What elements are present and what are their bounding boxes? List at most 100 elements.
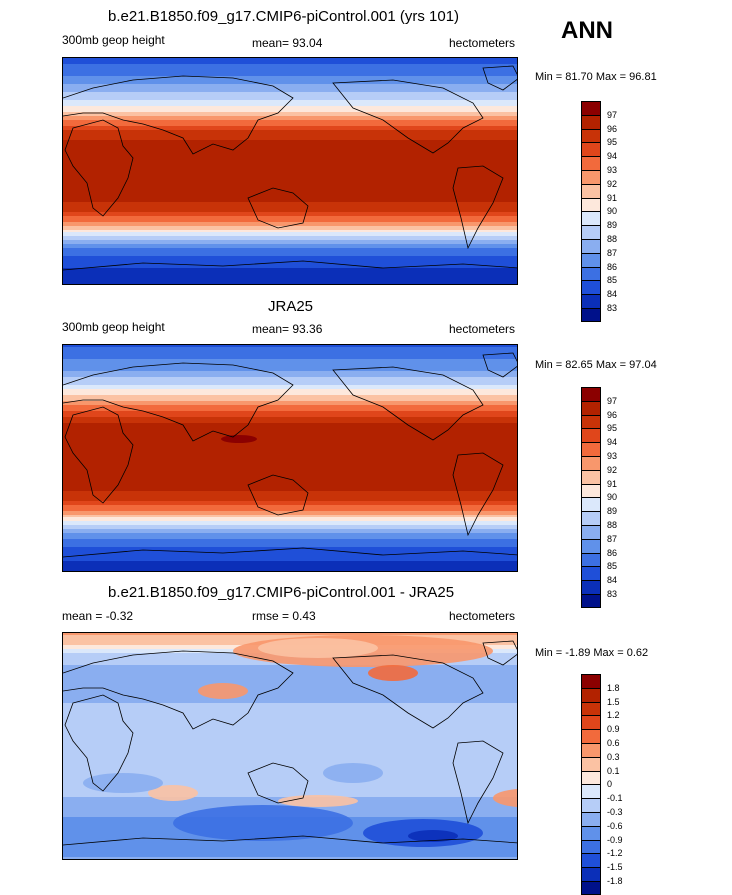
zonal-band xyxy=(63,116,517,119)
zonal-band xyxy=(63,535,517,538)
zonal-band xyxy=(63,761,517,764)
colorbar-swatch xyxy=(581,798,601,812)
colorbar-label: 95 xyxy=(607,137,618,148)
colorbar-label: 90 xyxy=(607,492,618,503)
zonal-band xyxy=(63,793,517,796)
zonal-band xyxy=(63,783,517,786)
colorbar-swatch xyxy=(581,483,601,498)
colorbar-label: 95 xyxy=(607,423,618,434)
zonal-band xyxy=(63,160,517,163)
zonal-band xyxy=(63,475,517,478)
colorbar-label: 0.9 xyxy=(607,724,620,735)
zonal-band xyxy=(63,363,517,366)
zonal-band xyxy=(63,92,517,95)
zonal-band xyxy=(63,383,517,386)
zonal-band xyxy=(63,164,517,167)
zonal-band xyxy=(63,857,517,859)
zonal-band xyxy=(63,417,517,420)
coastline xyxy=(452,740,504,825)
zonal-band xyxy=(63,717,517,720)
colorbar-swatch xyxy=(581,469,601,484)
colorbar-label: 1.5 xyxy=(607,696,620,707)
zonal-band xyxy=(63,541,517,544)
zonal-band xyxy=(63,495,517,498)
zonal-band xyxy=(63,74,517,77)
zonal-band xyxy=(63,202,517,205)
zonal-band xyxy=(63,665,517,668)
zonal-band xyxy=(63,781,517,784)
zonal-band xyxy=(63,180,517,183)
zonal-band xyxy=(63,126,517,129)
zonal-band xyxy=(63,98,517,101)
zonal-band xyxy=(63,212,517,215)
zonal-band xyxy=(63,86,517,89)
zonal-band xyxy=(63,270,517,273)
colorbar-label: 94 xyxy=(607,151,618,162)
zonal-band xyxy=(63,347,517,350)
zonal-band xyxy=(63,513,517,516)
main-title: b.e21.B1850.f09_g17.CMIP6-piControl.001 … xyxy=(108,8,460,25)
panel3-mean: mean = -0.32 xyxy=(62,609,134,623)
colorbar-swatch xyxy=(581,252,601,267)
zonal-band xyxy=(63,150,517,153)
zonal-band xyxy=(63,447,517,450)
zonal-band xyxy=(63,276,517,279)
colorbar-swatch xyxy=(581,266,601,281)
zonal-band xyxy=(63,841,517,844)
colorbar-label: 85 xyxy=(607,561,618,572)
zonal-band xyxy=(63,284,518,285)
zonal-band xyxy=(63,142,517,145)
zonal-band xyxy=(63,361,517,364)
zonal-band xyxy=(63,565,517,568)
zonal-band xyxy=(63,735,517,738)
colorbar-label: -0.9 xyxy=(607,834,623,845)
zonal-band xyxy=(63,62,517,65)
zonal-band xyxy=(63,469,517,472)
zonal-band xyxy=(63,435,517,438)
anomaly-region xyxy=(278,795,358,807)
colorbar-swatch xyxy=(581,183,601,198)
zonal-band xyxy=(63,194,517,197)
panel1-units: hectometers xyxy=(449,36,516,50)
zonal-band xyxy=(63,763,517,766)
panel1-mean: mean= 93.04 xyxy=(252,36,323,50)
zonal-band xyxy=(63,465,517,468)
zonal-band xyxy=(63,389,517,392)
zonal-band xyxy=(63,771,517,774)
zonal-band xyxy=(63,395,517,398)
zonal-band xyxy=(63,497,517,500)
colorbar-swatch xyxy=(581,456,601,470)
zonal-band xyxy=(63,174,517,177)
zonal-band xyxy=(63,663,517,666)
zonal-band xyxy=(63,571,518,572)
colorbar-swatch xyxy=(581,594,601,608)
zonal-band xyxy=(63,477,517,480)
zonal-band xyxy=(63,439,517,442)
zonal-band xyxy=(63,94,517,97)
zonal-band xyxy=(63,419,517,422)
zonal-band xyxy=(63,545,517,548)
colorbar-label: 92 xyxy=(607,178,618,189)
zonal-band xyxy=(63,244,517,247)
zonal-band xyxy=(63,449,517,452)
zonal-band xyxy=(63,176,517,179)
zonal-band xyxy=(63,423,517,426)
zonal-band xyxy=(63,118,517,121)
zonal-band xyxy=(63,693,517,696)
zonal-band xyxy=(63,248,517,251)
colorbar-swatch xyxy=(581,387,601,401)
zonal-band xyxy=(63,697,517,700)
coastline xyxy=(63,75,294,155)
zonal-band xyxy=(63,154,517,157)
colorbar-swatch xyxy=(581,566,601,581)
zonal-band xyxy=(63,555,517,558)
zonal-band xyxy=(63,236,517,239)
zonal-band xyxy=(63,88,517,91)
zonal-band xyxy=(63,413,517,416)
zonal-band xyxy=(63,635,517,638)
colorbar-label: 86 xyxy=(607,261,618,272)
zonal-band xyxy=(63,144,517,147)
colorbar-swatch xyxy=(581,867,601,881)
zonal-band xyxy=(63,168,517,171)
zonal-band xyxy=(63,204,517,207)
